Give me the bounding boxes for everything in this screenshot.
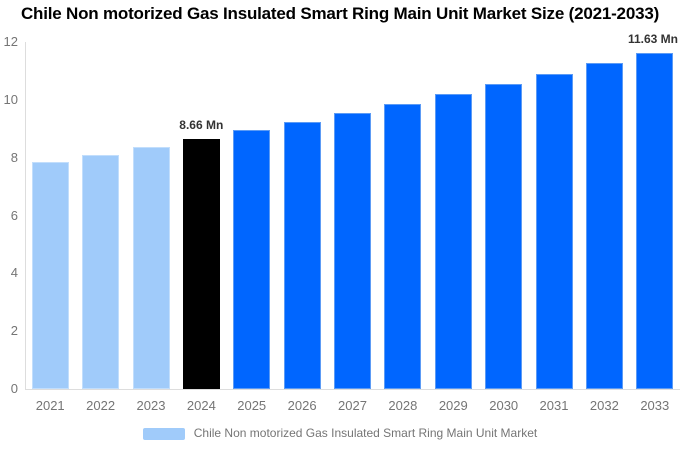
bar-2028[interactable] [384,103,422,389]
bar-2025[interactable] [233,130,271,389]
bar-2027[interactable] [334,112,371,389]
x-axis-label-2027: 2027 [338,398,367,413]
bar-2022[interactable] [82,154,120,389]
y-axis-label-4: 4 [10,265,18,281]
bar-2024[interactable] [182,138,220,389]
bar-2033[interactable] [636,52,674,389]
legend[interactable]: Chile Non motorized Gas Insulated Smart … [0,426,680,441]
x-axis-label-2024: 2024 [186,398,216,413]
x-axis-label-2030: 2030 [489,398,519,413]
bar-2030[interactable] [485,84,523,389]
x-axis-label-2031: 2031 [539,398,569,413]
bar-2023[interactable] [132,146,170,389]
data-label-2033: 11.63 Mn [627,31,678,46]
x-axis-label-2033: 2033 [640,398,670,413]
y-axis-label-12: 12 [3,34,18,49]
bar-2032[interactable] [585,63,623,389]
y-axis-line [25,42,26,389]
data-label-2024: 8.66 Mn [179,117,224,132]
x-axis-label-2028: 2028 [388,398,418,413]
y-axis-label-2: 2 [10,323,18,339]
x-axis-label-2023: 2023 [136,398,166,413]
legend-swatch [142,427,185,440]
x-axis-label-2029: 2029 [438,398,468,413]
bar-2029[interactable] [434,94,472,389]
bar-2031[interactable] [535,74,573,389]
x-axis-label-2032: 2032 [589,398,619,413]
x-axis-label-2022: 2022 [86,398,116,413]
x-axis-label-2026: 2026 [287,398,317,413]
x-axis-label-2025: 2025 [237,398,267,413]
chart-title: Chile Non motorized Gas Insulated Smart … [20,4,660,23]
bar-2021[interactable] [31,162,69,389]
x-axis-label-2021: 2021 [35,398,65,413]
x-axis-line [25,389,680,390]
y-axis-label-8: 8 [10,149,18,165]
bar-2026[interactable] [283,121,321,389]
y-axis-label-6: 6 [10,207,18,223]
y-axis-label-0: 0 [10,381,18,396]
legend-label: Chile Non motorized Gas Insulated Smart … [193,426,538,440]
y-axis-label-10: 10 [3,91,18,107]
